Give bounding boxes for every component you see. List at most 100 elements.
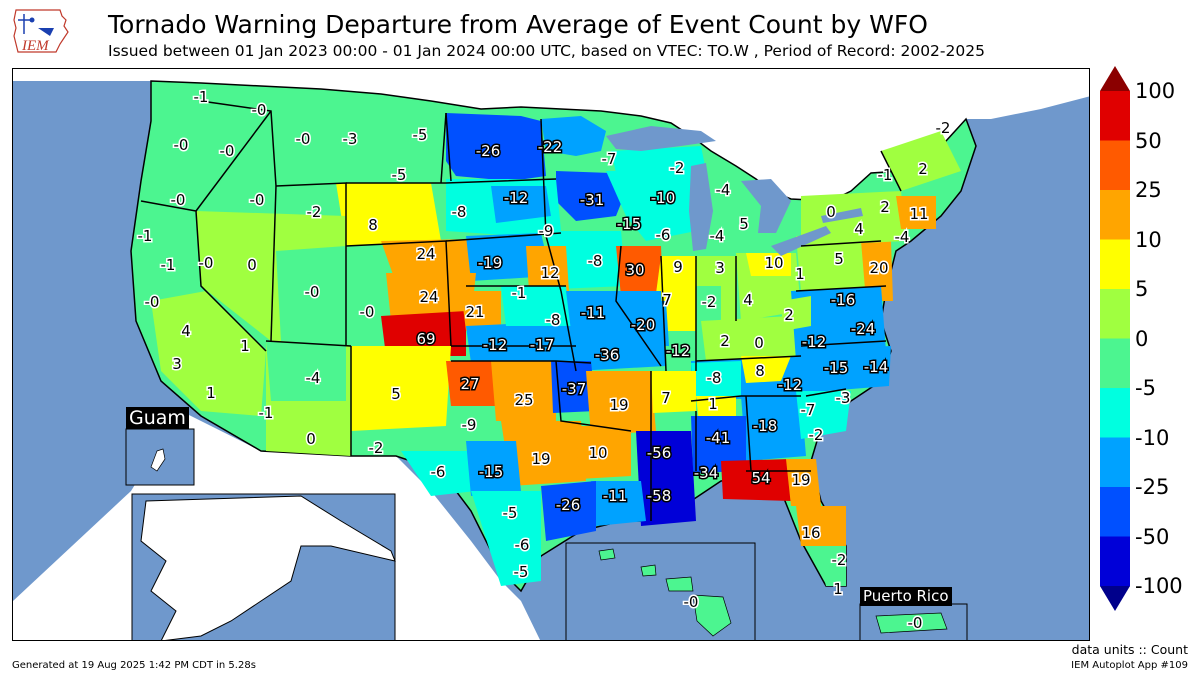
colorbar-segment [1100, 388, 1130, 438]
wfo-value-label: -19 [478, 254, 503, 272]
colorbar-tick-label: -50 [1135, 524, 1170, 549]
wfo-value-label: 2 [880, 198, 890, 216]
wfo-value-label: -17 [530, 336, 555, 354]
region-al [691, 416, 746, 473]
wfo-value-label: -6 [656, 226, 671, 244]
region-mo-east [621, 301, 669, 346]
region-ga [741, 396, 806, 461]
colorbar-segment [1100, 338, 1130, 389]
lake-michigan [689, 163, 713, 251]
colorbar-segment [1100, 91, 1130, 141]
colorbar [1100, 66, 1130, 611]
wfo-value-label: 5 [834, 250, 844, 268]
iem-logo: IEM [13, 9, 69, 54]
wfo-value-label: 10 [588, 444, 607, 462]
app-label: IEM Autoplot App #109 [1071, 660, 1188, 671]
wfo-value-label: 1 [833, 580, 843, 598]
wfo-value-label: -8 [452, 203, 467, 221]
wfo-value-label: -2 [936, 119, 951, 137]
colorbar-tick-label: -10 [1135, 425, 1170, 450]
wfo-value-label: 3 [715, 259, 725, 277]
wfo-value-label: -11 [603, 487, 628, 505]
wfo-value-label: 19 [791, 471, 810, 489]
wfo-value-label: -2 [702, 293, 717, 311]
wfo-value-label: -0 [174, 136, 189, 154]
wfo-value-label: -41 [706, 429, 731, 447]
lake-superior [606, 126, 716, 151]
wfo-value-label: 7 [662, 291, 672, 309]
puerto-rico-inset-title: Puerto Rico [860, 587, 952, 606]
wfo-value-label: -16 [831, 291, 856, 309]
wfo-value-label: 19 [531, 450, 550, 468]
wfo-value-label: -0 [684, 593, 699, 611]
region-va-sw [781, 296, 811, 331]
region-tn-west [691, 361, 741, 396]
hawaii-kauai [598, 548, 616, 561]
wfo-value-label: -9 [539, 222, 554, 240]
wfo-value-label: 2 [918, 160, 928, 178]
region-oh-north [746, 253, 791, 276]
wfo-value-label: -20 [631, 316, 656, 334]
wfo-value-label: -5 [392, 166, 407, 184]
wfo-value-label: -0 [252, 101, 267, 119]
wfo-value-label: -36 [595, 346, 620, 364]
wfo-value-label: -4 [895, 228, 910, 246]
region-mn-north [541, 116, 606, 156]
page-title: Tornado Warning Departure from Average o… [108, 10, 928, 39]
wfo-value-label: -2 [670, 159, 685, 177]
pr-island [875, 612, 948, 634]
region-north-dakota-east [446, 113, 546, 181]
wfo-value-label: -8 [588, 252, 603, 270]
wfo-value-label: 5 [739, 215, 749, 233]
wfo-value-label: 0 [826, 203, 836, 221]
wfo-value-label: 1 [206, 384, 216, 402]
region-ok-pan [446, 361, 501, 406]
wfo-value-label: -14 [864, 358, 889, 376]
colorbar-segment [1100, 140, 1130, 191]
wfo-value-label: -0 [305, 283, 320, 301]
colorbar-tick-label: -25 [1135, 475, 1170, 499]
wfo-value-label: -11 [581, 304, 606, 322]
region-az-west [266, 341, 346, 401]
wfo-value-label: -2 [307, 203, 322, 221]
region-tn-east [741, 356, 791, 383]
wfo-value-label: -1 [194, 88, 209, 106]
colorbar-tick-label: 100 [1135, 79, 1176, 103]
wfo-value-label: -0 [145, 293, 160, 311]
wfo-value-label: -3 [343, 130, 358, 148]
wfo-value-label: 25 [514, 391, 533, 409]
region-wi-green [611, 146, 706, 173]
colorbar-tick-label: 25 [1135, 178, 1162, 202]
wfo-value-label: 30 [625, 261, 644, 279]
wfo-value-label: 0 [247, 256, 257, 274]
wfo-value-label: 24 [419, 288, 438, 306]
wfo-value-label: 8 [755, 362, 765, 380]
wfo-value-label: -0 [199, 254, 214, 272]
region-ok [491, 361, 556, 421]
region-ne-west [381, 239, 471, 283]
colorbar-tick-label: 10 [1135, 227, 1162, 252]
colorbar-segment [1100, 487, 1130, 537]
wfo-value-label: 4 [743, 291, 753, 309]
wfo-value-label: -1 [138, 227, 153, 245]
guam-island [150, 448, 166, 472]
wfo-value-label: 0 [306, 430, 316, 448]
page-subtitle: Issued between 01 Jan 2023 00:00 - 01 Ja… [108, 42, 985, 60]
wfo-value-label: -5 [514, 563, 529, 581]
wfo-value-label: 5 [391, 385, 401, 403]
wfo-value-label: -0 [296, 130, 311, 148]
wfo-value-label: 21 [465, 303, 484, 321]
wfo-value-label: -2 [832, 551, 847, 569]
wfo-value-label: -2 [809, 426, 824, 444]
wfo-value-label: -6 [431, 463, 446, 481]
colorbar-segment [1100, 437, 1130, 488]
wfo-value-label: -1 [161, 256, 176, 274]
wfo-value-label: -4 [306, 369, 321, 387]
wfo-value-label: -15 [617, 215, 642, 233]
wfo-value-label: -7 [602, 150, 617, 168]
colorbar-segment [1100, 190, 1130, 240]
colorbar-tick-label: 5 [1135, 277, 1149, 301]
wfo-value-label: 4 [181, 322, 191, 340]
wfo-value-label: -18 [753, 417, 778, 435]
wfo-value-label: -24 [851, 320, 876, 338]
